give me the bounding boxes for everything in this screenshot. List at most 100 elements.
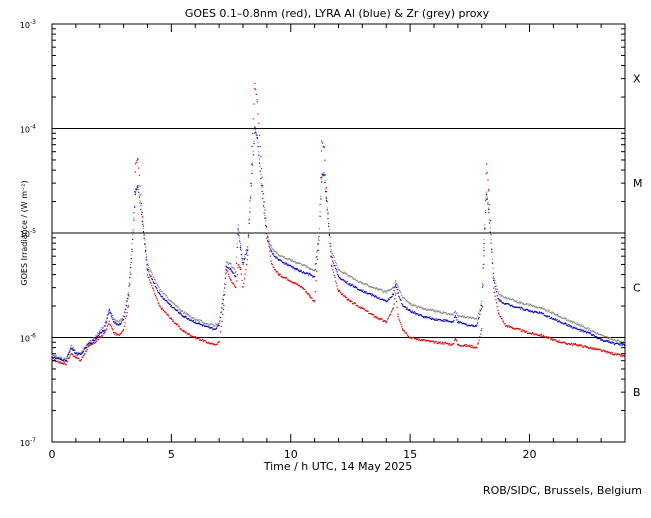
series-0-point bbox=[212, 344, 214, 346]
series-0-point bbox=[533, 333, 535, 335]
series-0-point bbox=[586, 346, 588, 348]
series-0-point bbox=[255, 89, 257, 91]
series-2-point bbox=[203, 322, 206, 325]
series-1-point bbox=[298, 270, 300, 273]
series-2-point bbox=[274, 251, 276, 253]
series-1-point bbox=[479, 310, 482, 312]
series-1-point bbox=[192, 320, 194, 322]
series-1-point bbox=[446, 319, 448, 321]
series-1-point bbox=[592, 334, 594, 336]
series-2-point bbox=[367, 284, 369, 287]
series-2-point bbox=[518, 302, 520, 304]
series-0-point bbox=[127, 306, 129, 309]
series-2-point bbox=[359, 281, 361, 283]
series-1-point bbox=[611, 341, 613, 343]
series-2-point bbox=[357, 281, 359, 283]
series-1-point bbox=[549, 317, 551, 320]
series-2-point bbox=[521, 303, 524, 305]
series-0-point bbox=[606, 352, 608, 354]
series-1-point bbox=[156, 287, 158, 290]
series-2-point bbox=[267, 236, 269, 238]
series-0-point bbox=[137, 158, 139, 161]
series-1-point bbox=[55, 357, 57, 359]
series-1-point bbox=[290, 265, 293, 268]
series-2-point bbox=[78, 352, 81, 354]
series-1-point bbox=[238, 235, 240, 237]
series-0-point bbox=[521, 329, 524, 331]
series-1-point bbox=[200, 323, 202, 326]
series-2-point bbox=[233, 267, 235, 269]
series-1-point bbox=[396, 288, 398, 291]
series-0-point bbox=[491, 262, 494, 264]
series-1-point bbox=[489, 231, 491, 233]
series-1-point bbox=[197, 323, 199, 325]
series-1-point bbox=[375, 295, 377, 297]
series-0-point bbox=[102, 332, 104, 334]
series-1-point bbox=[592, 334, 595, 336]
series-2-point bbox=[278, 254, 280, 256]
series-0-point bbox=[74, 357, 76, 359]
series-1-point bbox=[377, 297, 379, 299]
series-0-point bbox=[278, 274, 281, 276]
series-2-point bbox=[140, 211, 143, 213]
series-1-point bbox=[323, 174, 325, 176]
series-2-point bbox=[92, 339, 94, 341]
series-0-point bbox=[261, 167, 263, 170]
series-2-point bbox=[606, 337, 609, 339]
series-2-point bbox=[184, 312, 187, 314]
series-0-point bbox=[502, 321, 505, 323]
series-2-point bbox=[567, 319, 569, 321]
series-1-point bbox=[149, 275, 151, 277]
series-0-point bbox=[341, 294, 343, 296]
series-0-point bbox=[505, 325, 507, 327]
series-0-point bbox=[595, 347, 597, 350]
series-1-point bbox=[164, 299, 166, 302]
series-0-point bbox=[563, 341, 565, 343]
series-0-point bbox=[192, 336, 194, 338]
series-2-point bbox=[255, 132, 257, 134]
series-0-point bbox=[620, 355, 622, 357]
series-0-point bbox=[167, 314, 169, 316]
series-2-point bbox=[374, 287, 376, 289]
series-0-point bbox=[528, 332, 531, 334]
series-2-point bbox=[124, 308, 126, 311]
series-2-point bbox=[586, 327, 588, 329]
series-2-point bbox=[288, 258, 290, 260]
series-1-point bbox=[281, 261, 283, 263]
series-1-point bbox=[600, 338, 602, 340]
series-0-point bbox=[517, 328, 519, 330]
series-0-point bbox=[285, 277, 287, 279]
series-0-point bbox=[378, 318, 380, 320]
series-2-point bbox=[104, 321, 106, 323]
series-0-point bbox=[256, 101, 258, 103]
series-1-point bbox=[485, 198, 487, 200]
series-1-point bbox=[209, 327, 211, 329]
series-0-point bbox=[257, 113, 259, 115]
series-1-point bbox=[376, 297, 378, 299]
series-1-point bbox=[244, 257, 246, 259]
series-2-point bbox=[306, 265, 308, 267]
series-1-point bbox=[354, 286, 356, 289]
series-1-point bbox=[378, 297, 380, 299]
series-2-point bbox=[271, 246, 273, 248]
series-0-point bbox=[195, 338, 197, 340]
series-1-point bbox=[163, 298, 165, 300]
y-axis-ticks: 10-710-610-510-410-3 bbox=[20, 19, 625, 448]
series-2-point bbox=[316, 251, 318, 253]
series-2-point bbox=[547, 311, 549, 313]
series-0-point bbox=[225, 272, 227, 274]
series-2-point bbox=[224, 273, 226, 275]
series-0-point bbox=[85, 350, 87, 352]
series-1-point bbox=[601, 339, 604, 341]
series-2-point bbox=[543, 308, 545, 310]
series-2-point bbox=[133, 217, 135, 219]
series-0-point bbox=[561, 342, 563, 344]
series-2-point bbox=[78, 351, 80, 353]
series-0-point bbox=[251, 132, 254, 135]
series-0-point bbox=[373, 316, 375, 318]
series-0-point bbox=[569, 343, 571, 345]
series-2-point bbox=[595, 331, 597, 334]
series-2-point bbox=[601, 334, 603, 336]
series-1-point bbox=[343, 280, 345, 282]
series-1-point bbox=[524, 309, 526, 311]
